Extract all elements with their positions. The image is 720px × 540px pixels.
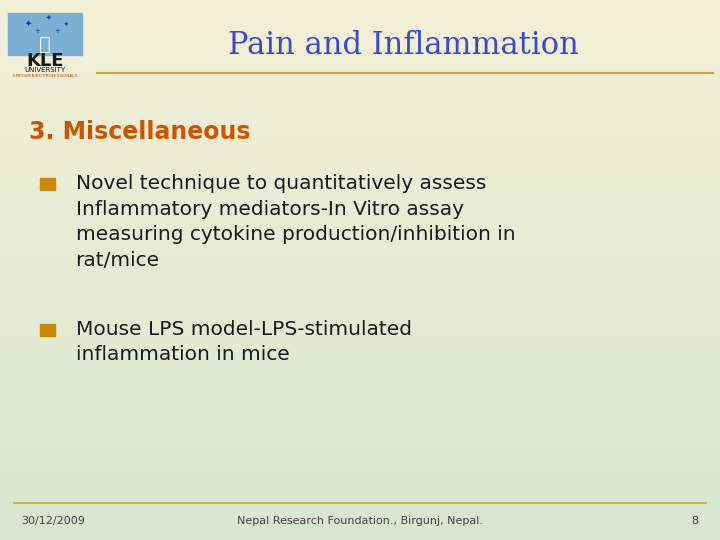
Text: +: + (34, 28, 40, 34)
Bar (40, 324, 55, 336)
Text: Pain and Inflammation: Pain and Inflammation (228, 30, 579, 62)
Bar (40, 178, 55, 190)
Text: Novel technique to quantitatively assess
Inflammatory mediators-In Vitro assay
m: Novel technique to quantitatively assess… (76, 174, 516, 270)
Bar (8, 13, 82, 55)
Text: Mouse LPS model-LPS-stimulated
inflammation in mice: Mouse LPS model-LPS-stimulated inflammat… (76, 320, 412, 365)
Text: +: + (55, 28, 60, 34)
Text: Nepal Research Foundation., Birgunj, Nepal.: Nepal Research Foundation., Birgunj, Nep… (237, 516, 483, 526)
Text: ✦: ✦ (25, 18, 32, 28)
Text: 30/12/2009: 30/12/2009 (22, 516, 86, 526)
Text: ✦: ✦ (46, 15, 52, 21)
Text: 🤲: 🤲 (39, 35, 51, 54)
Text: ✦: ✦ (63, 22, 68, 27)
Text: KLE: KLE (26, 52, 64, 70)
Text: EMPOWERING PROFESSIONALS: EMPOWERING PROFESSIONALS (13, 75, 77, 78)
Text: 8: 8 (691, 516, 698, 526)
Text: UNIVERSITY: UNIVERSITY (24, 67, 66, 73)
Text: 3. Miscellaneous: 3. Miscellaneous (29, 120, 251, 144)
